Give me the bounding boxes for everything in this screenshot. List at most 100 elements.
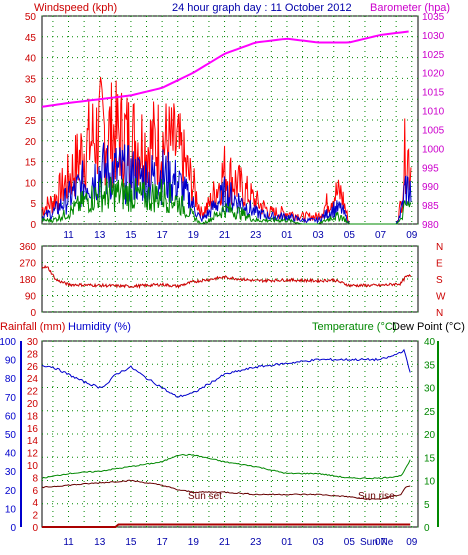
humidity-tick-label: 20: [5, 486, 17, 497]
direction-compass-label: N: [436, 308, 443, 319]
temperature-tick-labels: 0 5 10 15 20 25 30 35 40: [424, 337, 439, 534]
humidity-tick-label: 60: [5, 411, 17, 422]
direction-compass-label: N: [436, 242, 443, 253]
sunset-annotation: Sun set: [188, 491, 222, 502]
barometer-tick-label: 995: [422, 163, 439, 174]
temperature-tick-label: 30: [424, 384, 436, 395]
temp-panel-series: [41, 348, 411, 528]
barometer-tick-label: 1000: [422, 144, 445, 155]
x-tick-label: 19: [188, 230, 200, 241]
rainfall-tick-label: 16: [27, 424, 39, 435]
temperature-axis-title: Temperature (°C): [312, 321, 396, 333]
barometer-tick-label: 1035: [422, 12, 445, 23]
x-tick-label: 09: [406, 537, 418, 548]
barometer-tick-label: 1010: [422, 107, 445, 118]
sunrise-annotation: Sun rise: [358, 491, 395, 502]
barometer-axis-title: Barometer (hpa): [370, 2, 450, 14]
x-tick-label: 07: [375, 230, 387, 241]
direction-degree-label: 270: [19, 259, 36, 270]
x-tick-label: 05: [344, 537, 356, 548]
rainfall-tick-label: 22: [27, 387, 39, 398]
wind-panel-series: [41, 30, 412, 225]
rainfall-tick-label: 24: [27, 374, 39, 385]
humidity-tick-label: 80: [5, 374, 17, 385]
windspeed-tick-label: 15: [25, 158, 37, 169]
x-tick-label: 03: [313, 537, 325, 548]
temperature-tick-label: 5: [424, 500, 430, 511]
barometer-tick-labels: 980 985 990 995 1000 1005 1010 1015 1020 1025 1030…: [422, 12, 445, 231]
windspeed-tick-label: 25: [25, 116, 37, 127]
x-tick-label: 09: [406, 230, 418, 241]
humidity-tick-label: 10: [5, 504, 17, 515]
x-tick-label: 07: [375, 537, 387, 548]
x-tick-label: 19: [188, 537, 200, 548]
rainfall-tick-label: 26: [27, 362, 39, 373]
direction-degree-tick-labels: 0 90 180 270 360: [19, 242, 36, 319]
x-tick-label: 23: [250, 230, 262, 241]
sun-alt-annotation: Sun Ne: [360, 537, 394, 548]
windspeed-axis-title: Windspeed (kph): [34, 2, 117, 14]
windspeed-tick-label: 35: [25, 74, 37, 85]
windspeed-tick-label: 45: [25, 33, 37, 44]
humidity-tick-label: 40: [5, 449, 17, 460]
humidity-axis-title: Humidity (%): [68, 321, 131, 333]
temp-panel-grid: [42, 340, 418, 528]
x-tick-label: 13: [94, 230, 106, 241]
direction-panel-series: [41, 264, 412, 290]
humidity-tick-label: 100: [0, 337, 16, 348]
direction-panel-grid: [42, 245, 418, 313]
humidity-tick-label: 30: [5, 467, 17, 478]
series-humidity: [41, 348, 411, 398]
rainfall-tick-label: 28: [27, 349, 39, 360]
humidity-tick-labels: 0 10 20 30 40 50 60 70 80 90 100: [0, 337, 22, 534]
windspeed-tick-labels: 0 5 10 15 20 25 30 35 40 45 50: [25, 12, 37, 231]
direction-degree-label: 90: [25, 292, 37, 303]
temperature-tick-label: 10: [424, 477, 436, 488]
rainfall-tick-label: 14: [27, 436, 39, 447]
barometer-tick-label: 1015: [422, 88, 445, 99]
windspeed-tick-label: 0: [30, 220, 36, 231]
x-tick-label: 21: [219, 230, 231, 241]
wind-series-lull: [41, 176, 412, 225]
rainfall-tick-label: 18: [27, 411, 39, 422]
x-tick-label: 01: [281, 230, 293, 241]
rainfall-tick-label: 4: [32, 498, 38, 509]
x-tick-label: 01: [281, 537, 293, 548]
humidity-tick-label: 70: [5, 393, 17, 404]
windspeed-tick-label: 50: [25, 12, 37, 23]
humidity-tick-label: 90: [5, 356, 17, 367]
barometer-tick-label: 985: [422, 201, 439, 212]
rainfall-tick-label: 12: [27, 449, 39, 460]
barometer-tick-label: 980: [422, 220, 439, 231]
temp-x-tick-labels: 11 13 15 17 19 21 23 01 03 05 07 09: [63, 537, 417, 548]
x-tick-label: 21: [219, 537, 231, 548]
temperature-tick-label: 25: [424, 407, 436, 418]
x-tick-label: 15: [125, 537, 137, 548]
barometer-tick-label: 1030: [422, 31, 445, 42]
temperature-tick-label: 0: [424, 523, 430, 534]
series-dewpoint: [41, 479, 411, 501]
direction-degree-label: 0: [30, 308, 36, 319]
temperature-tick-label: 35: [424, 360, 436, 371]
windspeed-tick-label: 40: [25, 54, 37, 65]
windspeed-tick-label: 20: [25, 137, 37, 148]
rainfall-tick-label: 30: [27, 337, 39, 348]
x-tick-label: 17: [157, 230, 169, 241]
rainfall-axis-title: Rainfall (mm): [0, 321, 65, 333]
rainfall-tick-label: 10: [27, 461, 39, 472]
direction-compass-label: S: [436, 275, 443, 286]
x-tick-label: 23: [250, 537, 262, 548]
temperature-tick-label: 20: [424, 430, 436, 441]
dewpoint-axis-title: Dew Point (°C): [392, 321, 465, 333]
direction-degree-label: 360: [19, 242, 36, 253]
x-tick-label: 03: [313, 230, 325, 241]
rainfall-tick-label: 0: [32, 523, 38, 534]
barometer-tick-label: 1025: [422, 50, 445, 61]
windspeed-tick-label: 10: [25, 178, 37, 189]
direction-compass-label: W: [436, 292, 446, 303]
x-tick-label: 13: [94, 537, 106, 548]
x-tick-label: 11: [63, 230, 74, 241]
